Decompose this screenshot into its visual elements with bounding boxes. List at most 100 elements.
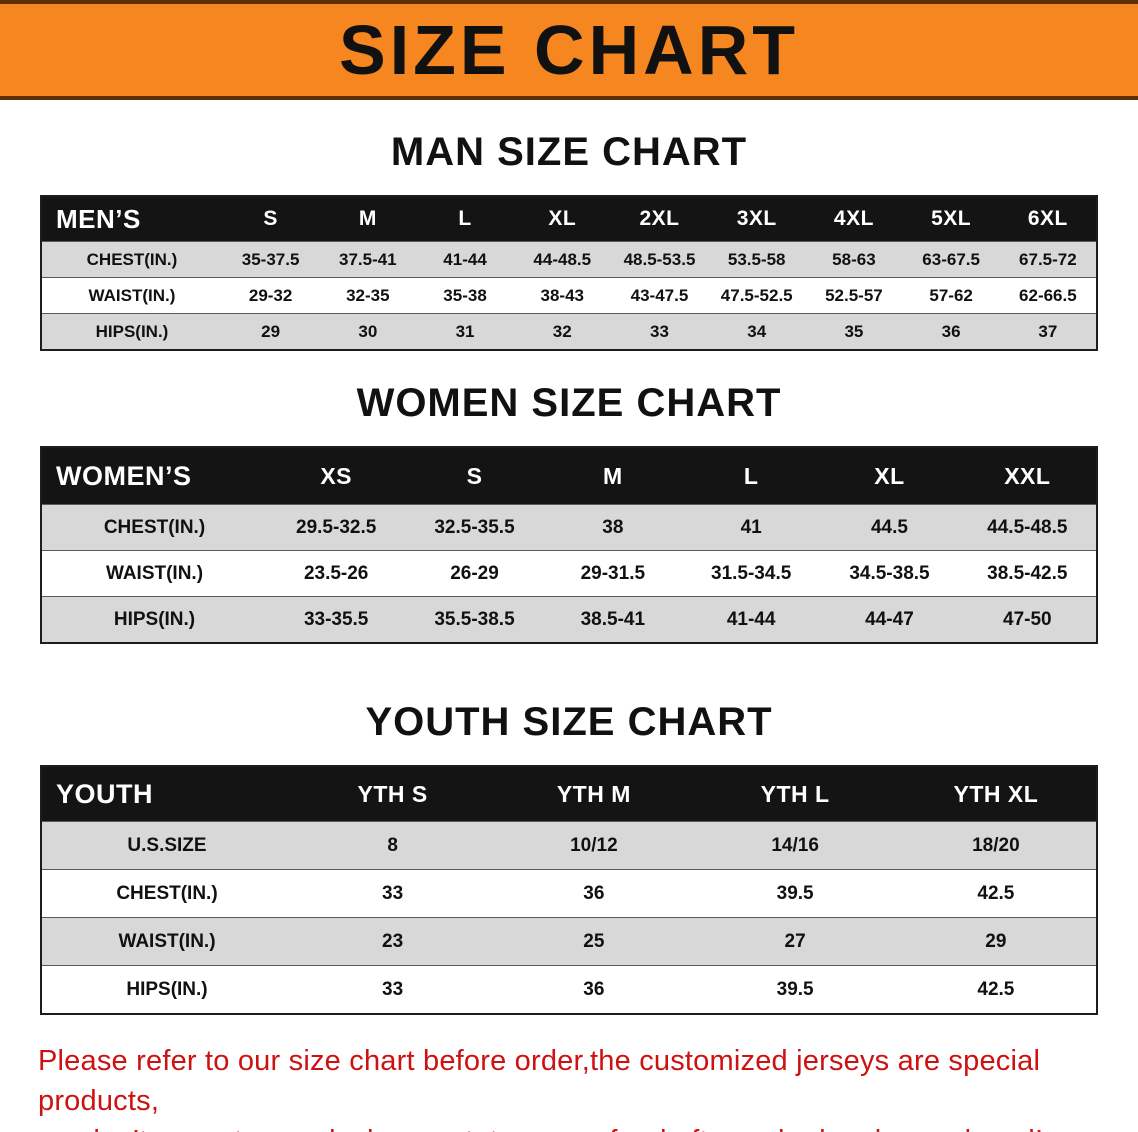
table-title-cell: YOUTH <box>41 766 292 822</box>
size-value-cell: 52.5-57 <box>805 277 903 314</box>
size-value-cell: 32-35 <box>319 277 417 314</box>
table-header-row: MEN’S S M L XL 2XL 3XL 4XL 5XL 6XL <box>41 196 1097 242</box>
size-column-header: L <box>416 196 514 242</box>
size-value-cell: 31 <box>416 313 514 350</box>
size-value-cell: 18/20 <box>895 821 1097 870</box>
size-column-header: XXL <box>958 447 1097 505</box>
size-column-header: 4XL <box>805 196 903 242</box>
size-value-cell: 27 <box>694 917 896 966</box>
size-column-header: S <box>405 447 544 505</box>
size-column-header: YTH M <box>493 766 695 822</box>
size-value-cell: 67.5-72 <box>999 241 1097 278</box>
size-value-cell: 38 <box>543 504 682 551</box>
size-value-cell: 10/12 <box>493 821 695 870</box>
size-value-cell: 42.5 <box>895 869 1097 918</box>
size-value-cell: 35.5-38.5 <box>405 596 544 643</box>
men-section-heading: MAN SIZE CHART <box>390 130 748 174</box>
table-row: HIPS(IN.) 29 30 31 32 33 34 35 36 37 <box>41 313 1097 350</box>
men-size-table: MEN’S S M L XL 2XL 3XL 4XL 5XL 6XL CHEST(IN.) 35-37… <box>40 195 1098 351</box>
size-value-cell: 36 <box>493 869 695 918</box>
size-value-cell: 42.5 <box>895 965 1097 1014</box>
size-value-cell: 36 <box>902 313 1000 350</box>
size-value-cell: 38.5-42.5 <box>958 550 1097 597</box>
row-label: WAIST(IN.) <box>41 917 292 966</box>
size-column-header: L <box>681 447 821 505</box>
size-value-cell: 35-38 <box>416 277 514 314</box>
size-value-cell: 41-44 <box>681 596 821 643</box>
size-value-cell: 44.5-48.5 <box>958 504 1097 551</box>
size-value-cell: 32 <box>513 313 611 350</box>
size-value-cell: 62-66.5 <box>999 277 1097 314</box>
size-value-cell: 41-44 <box>416 241 514 278</box>
size-value-cell: 23 <box>292 917 494 966</box>
table-row: CHEST(IN.) 33 36 39.5 42.5 <box>41 869 1097 918</box>
size-value-cell: 33 <box>292 965 494 1014</box>
size-value-cell: 39.5 <box>694 965 896 1014</box>
row-label: HIPS(IN.) <box>41 596 267 643</box>
women-size-table: WOMEN’S XS S M L XL XXL CHEST(IN.) 29.5-32.5 32.5… <box>40 446 1098 644</box>
disclaimer-line-2: we don’t accept cancel, change, teturn o… <box>38 1121 1100 1132</box>
disclaimer-notice: Please refer to our size chart before or… <box>38 1041 1100 1132</box>
size-value-cell: 53.5-58 <box>708 241 806 278</box>
size-value-cell: 14/16 <box>694 821 896 870</box>
size-value-cell: 25 <box>493 917 695 966</box>
size-column-header: YTH L <box>694 766 896 822</box>
size-value-cell: 34.5-38.5 <box>820 550 959 597</box>
size-value-cell: 29 <box>895 917 1097 966</box>
table-row: HIPS(IN.) 33-35.5 35.5-38.5 38.5-41 41-44 44-… <box>41 596 1097 643</box>
row-label: HIPS(IN.) <box>41 313 222 350</box>
size-value-cell: 47-50 <box>958 596 1097 643</box>
size-column-header: XS <box>267 447 406 505</box>
size-column-header: 6XL <box>999 196 1097 242</box>
size-column-header: YTH XL <box>895 766 1097 822</box>
size-value-cell: 63-67.5 <box>902 241 1000 278</box>
table-header-row: YOUTH YTH S YTH M YTH L YTH XL <box>41 766 1097 822</box>
women-size-section: WOMEN SIZE CHART WOMEN’S XS S M L XL XXL CHEST(… <box>0 381 1138 644</box>
size-column-header: 3XL <box>708 196 806 242</box>
size-column-header: YTH S <box>292 766 494 822</box>
table-row: CHEST(IN.) 29.5-32.5 32.5-35.5 38 41 44.5 44.5… <box>41 504 1097 551</box>
size-value-cell: 33-35.5 <box>267 596 406 643</box>
table-header-row: WOMEN’S XS S M L XL XXL <box>41 447 1097 505</box>
page-title: SIZE CHART <box>339 11 799 89</box>
size-value-cell: 29-32 <box>222 277 320 314</box>
size-column-header: XL <box>513 196 611 242</box>
size-value-cell: 36 <box>493 965 695 1014</box>
table-title-cell: MEN’S <box>41 196 222 242</box>
row-label: HIPS(IN.) <box>41 965 292 1014</box>
table-row: CHEST(IN.) 35-37.5 37.5-41 41-44 44-48.5 48.5… <box>41 241 1097 278</box>
size-value-cell: 33 <box>292 869 494 918</box>
row-label: CHEST(IN.) <box>41 869 292 918</box>
size-column-header: 2XL <box>610 196 709 242</box>
size-value-cell: 38.5-41 <box>543 596 682 643</box>
size-value-cell: 37 <box>999 313 1097 350</box>
size-value-cell: 29 <box>222 313 320 350</box>
women-section-heading: WOMEN SIZE CHART <box>356 381 782 425</box>
size-value-cell: 57-62 <box>902 277 1000 314</box>
youth-size-section: YOUTH SIZE CHART YOUTH YTH S YTH M YTH L YTH… <box>0 700 1138 1015</box>
size-value-cell: 31.5-34.5 <box>681 550 821 597</box>
size-chart-banner: SIZE CHART <box>0 0 1138 100</box>
size-value-cell: 29-31.5 <box>543 550 682 597</box>
youth-size-table: YOUTH YTH S YTH M YTH L YTH XL U.S.SIZE 8 10/12… <box>40 765 1098 1015</box>
size-value-cell: 43-47.5 <box>610 277 709 314</box>
table-row: U.S.SIZE 8 10/12 14/16 18/20 <box>41 821 1097 870</box>
men-size-section: MAN SIZE CHART MEN’S S M L XL 2XL 3XL 4XL 5XL 6XL… <box>0 130 1138 351</box>
size-value-cell: 32.5-35.5 <box>405 504 544 551</box>
size-value-cell: 48.5-53.5 <box>610 241 709 278</box>
size-value-cell: 38-43 <box>513 277 611 314</box>
size-value-cell: 44.5 <box>820 504 959 551</box>
table-row: HIPS(IN.) 33 36 39.5 42.5 <box>41 965 1097 1014</box>
size-value-cell: 35-37.5 <box>222 241 320 278</box>
size-value-cell: 26-29 <box>405 550 544 597</box>
row-label: CHEST(IN.) <box>41 504 267 551</box>
size-value-cell: 8 <box>292 821 494 870</box>
size-value-cell: 23.5-26 <box>267 550 406 597</box>
size-value-cell: 30 <box>319 313 417 350</box>
row-label: WAIST(IN.) <box>41 550 267 597</box>
size-value-cell: 34 <box>708 313 806 350</box>
row-label: CHEST(IN.) <box>41 241 222 278</box>
disclaimer-line-1: Please refer to our size chart before or… <box>38 1045 1041 1118</box>
size-value-cell: 39.5 <box>694 869 896 918</box>
